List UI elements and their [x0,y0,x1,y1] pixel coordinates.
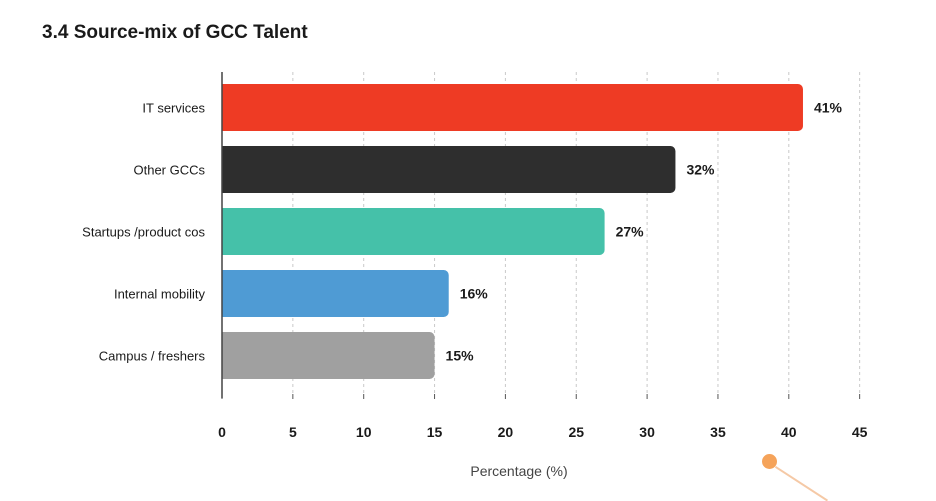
bar-left-edge [222,270,230,317]
category-labels: IT services Other GCCs Startups /product c… [82,101,205,364]
data-label: 27% [616,224,645,240]
bar-left-edge [222,146,230,193]
x-tick-label: 20 [498,424,514,440]
x-tick-label: 25 [568,424,584,440]
decorative-dot [762,454,777,469]
bars [222,84,803,379]
bar [222,84,803,131]
x-tick-label: 45 [852,424,868,440]
data-label: 32% [686,162,715,178]
x-tick-label: 35 [710,424,726,440]
bar-left-edge [222,84,230,131]
bar [222,332,435,379]
x-axis-label: Percentage (%) [470,463,567,479]
value-labels: 41% 32% 27% 16% 15% [446,100,843,364]
data-label: 16% [460,286,489,302]
data-label: 15% [446,348,475,364]
category-label: Campus / freshers [99,349,206,364]
category-label: Startups /product cos [82,225,205,240]
x-tick-labels: 0 5 10 15 20 25 30 35 40 45 [218,424,868,440]
x-tick-label: 15 [427,424,443,440]
bar [222,146,676,193]
data-label: 41% [814,100,843,116]
bar-left-edge [222,208,230,255]
chart-title: 3.4 Source-mix of GCC Talent [42,22,308,43]
x-tick-label: 10 [356,424,372,440]
bar [222,208,605,255]
x-tick-label: 30 [639,424,655,440]
bar [222,270,449,317]
bar-left-edge [222,332,230,379]
category-label: IT services [142,101,205,116]
category-label: Internal mobility [114,287,206,302]
x-tick-label: 5 [289,424,297,440]
x-tick-label: 0 [218,424,226,440]
x-tick-label: 40 [781,424,797,440]
category-label: Other GCCs [133,163,205,178]
